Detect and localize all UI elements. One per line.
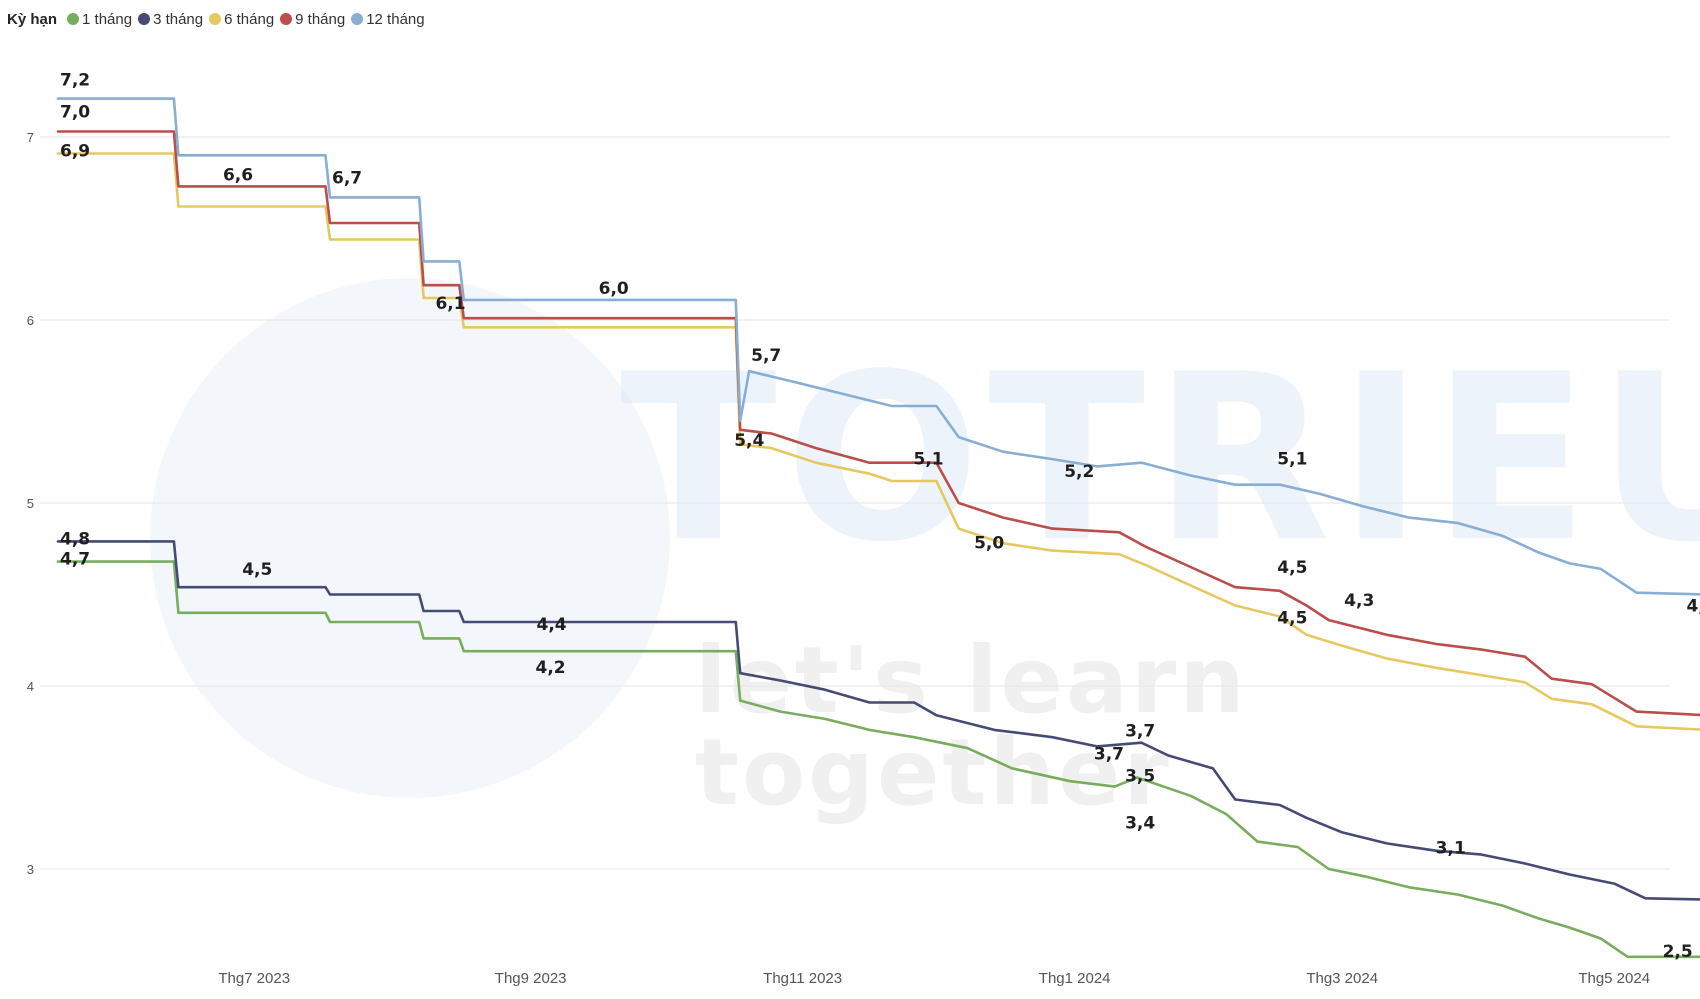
data-label: 3,5 xyxy=(1125,767,1155,787)
data-label: 5,7 xyxy=(751,346,781,366)
data-label: 6,6 xyxy=(223,165,253,185)
data-label: 6,0 xyxy=(599,279,629,299)
y-tick-label: 3 xyxy=(27,862,34,877)
data-label: 6,7 xyxy=(332,168,362,188)
y-axis: 3 4 5 6 7 xyxy=(27,130,34,877)
legend-dot-icon xyxy=(67,13,80,25)
series-lines xyxy=(56,97,1700,959)
series-line xyxy=(56,152,1700,731)
legend-label: 6 tháng xyxy=(224,10,275,28)
data-label: 5,1 xyxy=(1277,450,1307,470)
data-label: 6,9 xyxy=(60,141,90,161)
data-label: 4,7 xyxy=(60,550,90,570)
data-label: 4,5 xyxy=(242,560,272,580)
y-tick-label: 4 xyxy=(27,679,34,694)
data-label: 4,5 xyxy=(1686,597,1700,617)
y-tick-label: 7 xyxy=(27,130,34,145)
legend-dot-icon xyxy=(351,13,364,25)
grid-lines xyxy=(40,136,1670,870)
series-line xyxy=(56,540,1700,901)
data-label: 4,3 xyxy=(1344,591,1374,611)
data-label: 5,2 xyxy=(1064,462,1094,482)
data-labels: 7,2 7,0 6,9 6,6 6,7 6,1 6,0 5,7 5,4 5,1 5,0 5,2 5,1 4… xyxy=(60,71,1700,962)
data-label: 4,5 xyxy=(1277,558,1307,578)
data-label: 4,2 xyxy=(535,658,565,678)
x-axis: Thg7 2023 Thg9 2023 Thg11 2023 Thg1 2024 Thg… xyxy=(218,970,1650,987)
legend-dot-icon xyxy=(209,13,222,25)
x-tick-label: Thg11 2023 xyxy=(763,970,842,987)
legend-dot-icon xyxy=(280,13,293,25)
series-line xyxy=(56,130,1700,717)
legend-item-1-thang[interactable]: 1 tháng xyxy=(67,11,132,28)
data-label: 7,2 xyxy=(60,71,90,91)
data-label: 3,7 xyxy=(1094,744,1124,764)
series-line xyxy=(56,560,1700,959)
data-label: 5,0 xyxy=(974,534,1004,554)
legend-label: 1 tháng xyxy=(82,10,133,28)
data-label: 3,7 xyxy=(1125,722,1155,742)
legend-dot-icon xyxy=(138,13,151,25)
legend-item-12-thang[interactable]: 12 tháng xyxy=(351,10,425,28)
legend-label: 9 tháng xyxy=(295,10,346,28)
data-label: 4,4 xyxy=(536,615,566,635)
data-label: 7,0 xyxy=(60,103,90,123)
x-tick-label: Thg1 2024 xyxy=(1039,970,1111,987)
data-label: 5,1 xyxy=(914,450,944,470)
legend-item-9-thang[interactable]: 9 tháng xyxy=(280,11,345,28)
legend-label: 12 tháng xyxy=(366,10,425,28)
legend-item-6-thang[interactable]: 6 tháng xyxy=(209,11,274,28)
data-label: 5,4 xyxy=(734,431,764,451)
legend-title: Kỳ hạn xyxy=(7,10,58,28)
series-line xyxy=(56,97,1700,596)
y-tick-label: 6 xyxy=(27,313,34,328)
legend-label: 3 tháng xyxy=(153,10,204,28)
data-label: 6,1 xyxy=(435,294,465,314)
data-label: 4,5 xyxy=(1277,608,1307,628)
x-tick-label: Thg7 2023 xyxy=(218,970,290,987)
x-tick-label: Thg5 2024 xyxy=(1578,970,1650,987)
data-label: 4,8 xyxy=(60,529,90,549)
data-label: 3,4 xyxy=(1125,814,1155,834)
data-label: 3,1 xyxy=(1436,839,1466,859)
chart-legend: Kỳ hạn 1 tháng 3 tháng 6 tháng 9 tháng 1… xyxy=(7,8,431,30)
data-label: 2,5 xyxy=(1663,942,1693,962)
x-tick-label: Thg3 2024 xyxy=(1306,970,1378,987)
y-tick-label: 5 xyxy=(27,496,34,511)
legend-item-3-thang[interactable]: 3 tháng xyxy=(138,11,203,28)
x-tick-label: Thg9 2023 xyxy=(495,970,567,987)
